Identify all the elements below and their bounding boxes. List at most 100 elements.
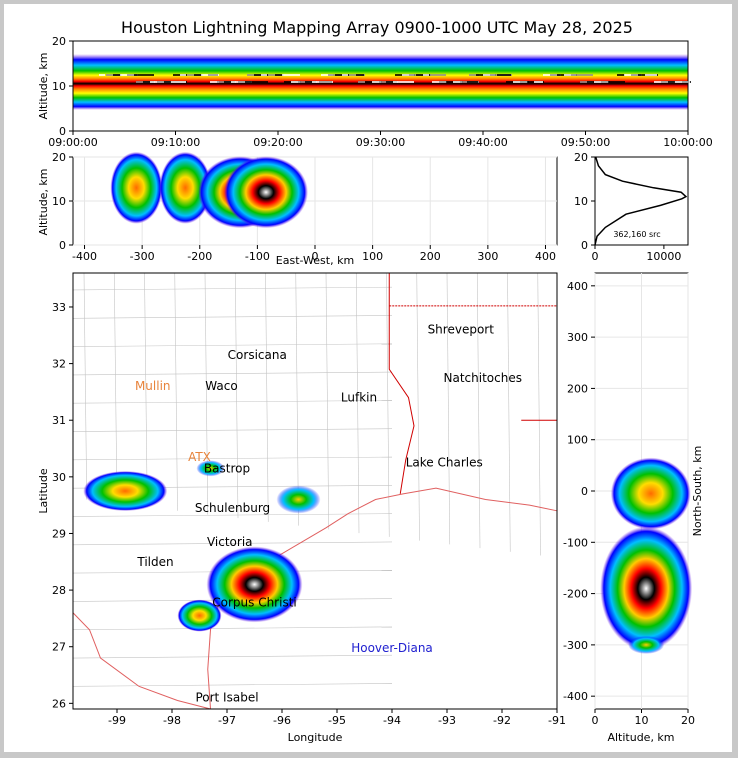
north-south-xtick-label: 10 [635, 714, 649, 727]
time-altitude-core-speckle [321, 74, 333, 76]
city-label: Corpus Christi [212, 596, 297, 610]
time-altitude-core-speckle [157, 81, 170, 83]
time-altitude-core-speckle [402, 74, 414, 76]
county-line [72, 428, 393, 432]
time-altitude-core-speckle [601, 81, 608, 83]
city-label: Shreveport [428, 323, 495, 337]
time-altitude-ytick-label: 0 [59, 125, 66, 138]
map-xtick-label: -96 [273, 714, 291, 727]
time-altitude-core-speckle [661, 81, 674, 83]
north-south-ytick-label: 400 [567, 280, 588, 293]
north-south-source-cell-north [610, 457, 691, 530]
time-altitude-core-speckle [483, 74, 495, 76]
map-ytick-label: 33 [52, 301, 66, 314]
map-panel: Shreveport Corsicana Mullin Waco Natchitoche… [37, 272, 558, 744]
histogram-ytick-label: 20 [574, 151, 588, 164]
time-altitude-core-speckle [245, 81, 268, 83]
figure-title: Houston Lightning Mapping Array 0900-100… [121, 18, 633, 37]
east-west-xtick-label: -400 [72, 250, 97, 263]
time-altitude-xtick-label: 09:40:00 [458, 136, 507, 149]
county-line [355, 272, 360, 534]
time-altitude-core-speckle [423, 74, 429, 76]
county-line [537, 272, 541, 556]
east-west-xtick-label: -200 [187, 250, 212, 263]
north-south-ytick-label: -100 [563, 536, 588, 549]
time-altitude-core-speckle [617, 74, 625, 76]
map-xtick-label: -95 [328, 714, 346, 727]
east-west-xtick-label: 300 [477, 250, 498, 263]
map-ytick-label: 29 [52, 527, 66, 540]
map-xtick-label: -98 [163, 714, 181, 727]
time-altitude-core-speckle [469, 74, 479, 76]
county-line [476, 272, 481, 549]
north-south-source-cell-far-south [628, 635, 665, 654]
map-xtick-label: -97 [218, 714, 236, 727]
east-west-source-cell [159, 151, 212, 224]
figure: Houston Lightning Mapping Array 0900-100… [37, 18, 713, 744]
north-south-source-cell-south [600, 526, 693, 651]
map-ytick-label: 31 [52, 414, 66, 427]
county-line [507, 272, 511, 552]
city-label: Victoria [207, 535, 253, 549]
time-altitude-core-speckle [564, 74, 576, 76]
map-ytick-label: 30 [52, 471, 66, 484]
time-altitude-core-speckle [134, 74, 154, 76]
time-altitude-core-speckle [291, 81, 300, 83]
city-label: Port Isabel [195, 691, 258, 705]
time-altitude-core-speckle [682, 81, 689, 83]
map-source-cell-south [206, 546, 303, 623]
map-source-cell-houston [276, 485, 321, 514]
east-west-ytick-label: 20 [52, 151, 66, 164]
time-altitude-core-speckle [497, 74, 511, 76]
city-label: Corsicana [228, 348, 287, 362]
time-altitude-core-speckle [520, 81, 527, 83]
north-south-xlabel: Altitude, km [607, 731, 674, 744]
east-west-xtick-label: -300 [130, 250, 155, 263]
time-altitude-core-speckle [550, 74, 560, 76]
time-altitude-core-speckle [439, 81, 446, 83]
time-altitude-core-speckle [430, 74, 446, 76]
time-altitude-xtick-label: 09:00:00 [48, 136, 97, 149]
county-line [72, 456, 393, 461]
time-altitude-core-speckle [238, 81, 251, 83]
county-line [174, 272, 178, 511]
time-altitude-panel: Altitude, km [37, 40, 691, 132]
histogram-ytick-label: 10 [574, 195, 588, 208]
time-altitude-xtick-label: 10:00:00 [663, 136, 712, 149]
time-altitude-core-speckle [261, 74, 267, 76]
county-line [386, 272, 390, 537]
time-altitude-core-speckle [194, 74, 202, 76]
county-line [72, 683, 393, 687]
time-altitude-core-speckle [282, 74, 300, 76]
map-xtick-label: -93 [438, 714, 456, 727]
county-line [72, 626, 393, 631]
north-south-ytick-label: 100 [567, 434, 588, 447]
time-altitude-core-speckle [180, 74, 186, 76]
histogram-source-count: 362,160 src [613, 230, 660, 239]
time-altitude-core-speckle [356, 74, 364, 76]
north-south-xtick-label: 20 [681, 714, 695, 727]
time-altitude-ytick-label: 10 [52, 80, 66, 93]
map-city-labels: Shreveport Corsicana Mullin Waco Natchitoche… [135, 323, 522, 705]
altitude-histogram-panel: 362,160 src [594, 156, 689, 246]
map-frame [72, 272, 558, 710]
county-line [72, 654, 393, 659]
time-altitude-core-speckle [386, 81, 397, 83]
city-label: Schulenburg [195, 501, 270, 515]
east-west-xlabel: East-West, km [276, 254, 354, 267]
north-south-ytick-label: -400 [563, 690, 588, 703]
time-altitude-core-speckle [467, 81, 478, 83]
time-altitude-xtick-label: 09:10:00 [151, 136, 200, 149]
map-ytick-label: 26 [52, 697, 66, 710]
county-line [416, 272, 420, 541]
east-west-ylabel: Altitude, km [37, 168, 50, 235]
time-altitude-core-speckle [305, 81, 316, 83]
county-line [295, 272, 299, 526]
map-ylabel: Latitude [37, 468, 50, 514]
time-altitude-xtick-label: 09:20:00 [253, 136, 302, 149]
north-south-ytick-label: -300 [563, 639, 588, 652]
city-label: Lufkin [341, 391, 377, 405]
map-ytick-label: 27 [52, 641, 66, 654]
north-south-ytick-label: 300 [567, 331, 588, 344]
time-altitude-xtick-label: 09:50:00 [561, 136, 610, 149]
